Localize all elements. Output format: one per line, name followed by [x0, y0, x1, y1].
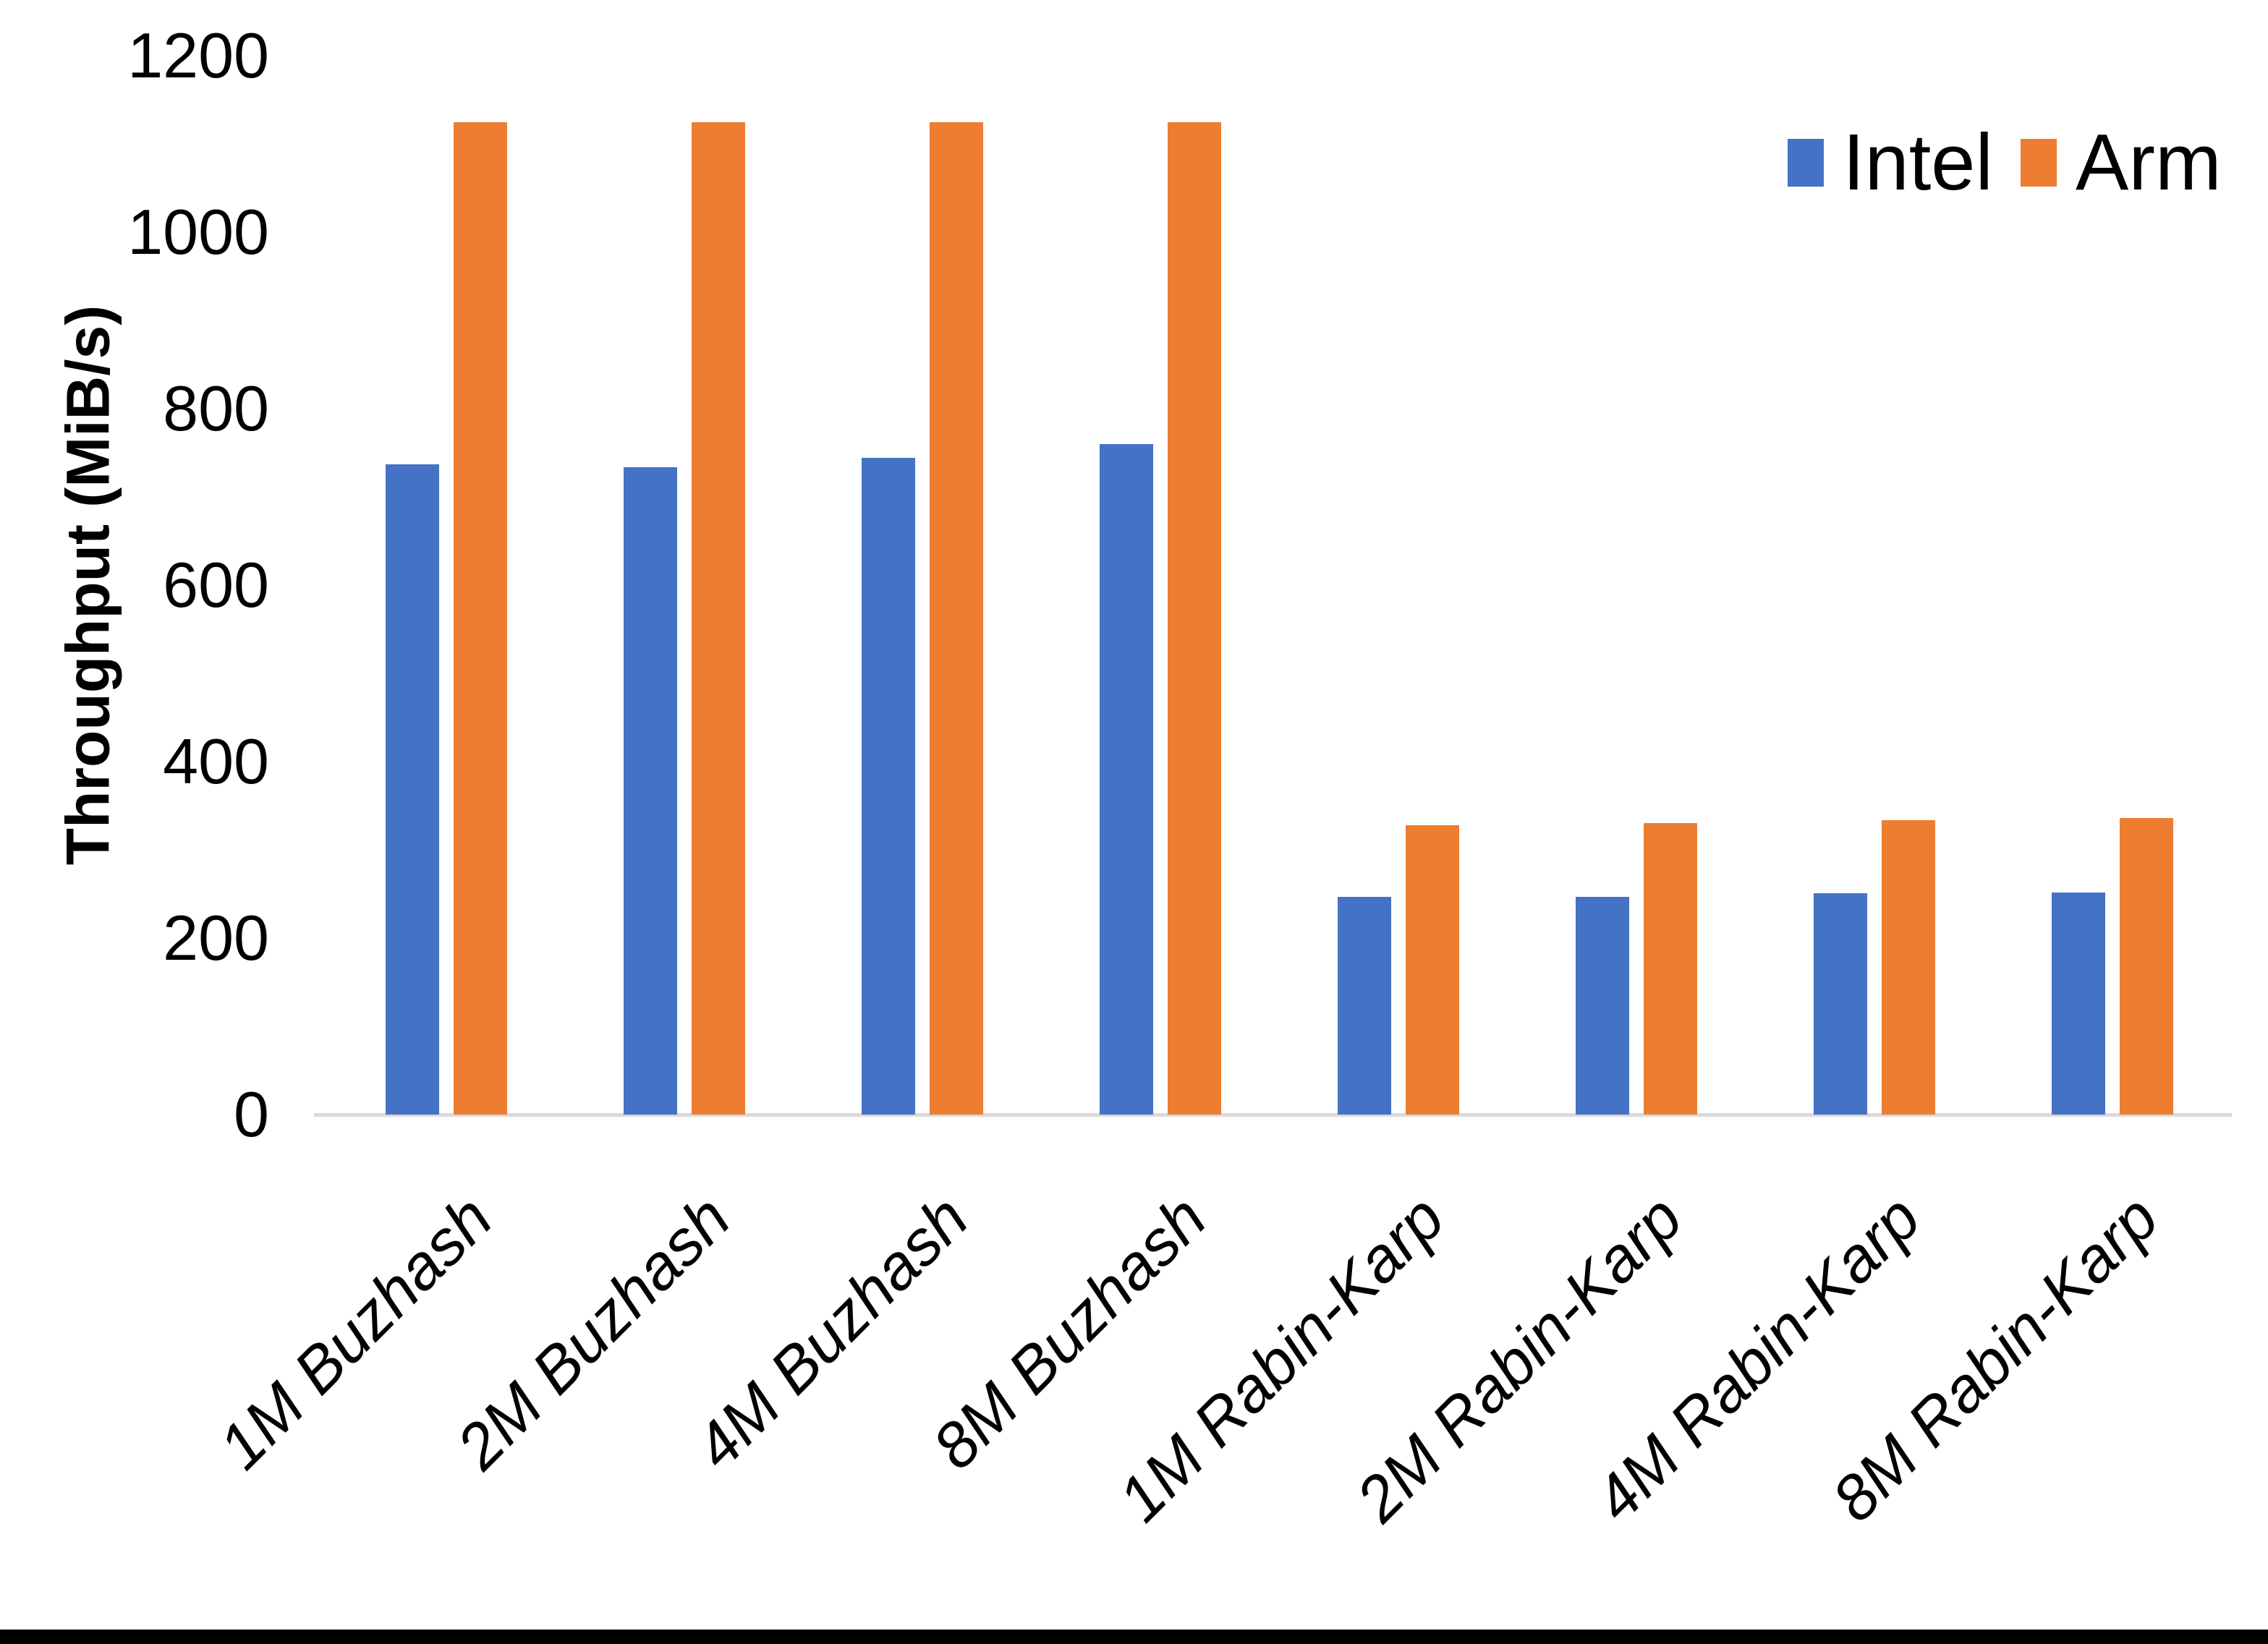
bar-intel-8 — [2052, 892, 2105, 1115]
plot-area — [327, 56, 2232, 1115]
y-tick-label-0: 0 — [234, 1078, 269, 1150]
bar-intel-7 — [1814, 893, 1867, 1115]
legend-label-intel: Intel — [1843, 118, 1993, 207]
bar-arm-6 — [1644, 823, 1697, 1115]
legend-item-arm: Arm — [2021, 123, 2222, 203]
y-tick-label-600: 600 — [163, 549, 269, 621]
y-tick-label-800: 800 — [163, 372, 269, 444]
legend-swatch-arm — [2021, 139, 2057, 187]
bar-arm-2 — [692, 122, 745, 1115]
y-tick-label-400: 400 — [163, 725, 269, 797]
y-tick-label-200: 200 — [163, 902, 269, 974]
legend-swatch-intel — [1788, 139, 1824, 187]
bottom-border-bar — [0, 1630, 2268, 1644]
y-tick-label-1000: 1000 — [127, 196, 269, 268]
bar-arm-1 — [454, 122, 507, 1115]
bar-arm-5 — [1406, 825, 1459, 1115]
x-axis-baseline — [314, 1113, 2232, 1117]
bar-arm-8 — [2120, 818, 2173, 1115]
bar-arm-3 — [930, 122, 983, 1115]
bar-intel-5 — [1338, 896, 1391, 1115]
bar-intel-6 — [1576, 896, 1629, 1115]
bar-intel-1 — [386, 464, 439, 1115]
bar-arm-7 — [1882, 819, 1935, 1115]
bar-intel-2 — [624, 467, 677, 1115]
y-tick-label-1200: 1200 — [127, 20, 269, 91]
bar-arm-4 — [1168, 122, 1221, 1115]
bar-intel-3 — [862, 458, 915, 1115]
legend-label-arm: Arm — [2076, 118, 2222, 207]
legend-item-intel: Intel — [1788, 123, 1993, 203]
bar-intel-4 — [1100, 443, 1153, 1115]
